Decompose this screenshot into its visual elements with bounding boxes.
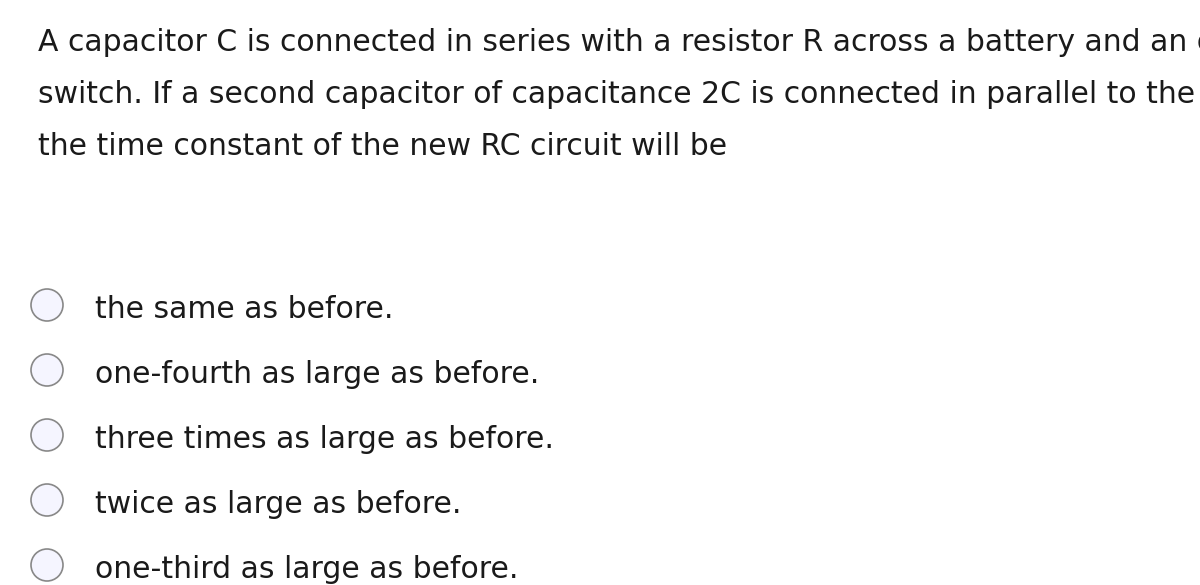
- Ellipse shape: [31, 484, 64, 516]
- Text: the same as before.: the same as before.: [95, 295, 394, 324]
- Ellipse shape: [31, 289, 64, 321]
- Ellipse shape: [31, 354, 64, 386]
- Text: three times as large as before.: three times as large as before.: [95, 425, 554, 454]
- Ellipse shape: [31, 549, 64, 581]
- Text: the time constant of the new RC circuit will be: the time constant of the new RC circuit …: [38, 132, 727, 161]
- Text: A capacitor C is connected in series with a resistor R across a battery and an o: A capacitor C is connected in series wit…: [38, 28, 1200, 57]
- Text: one-third as large as before.: one-third as large as before.: [95, 555, 518, 584]
- Text: one-fourth as large as before.: one-fourth as large as before.: [95, 360, 539, 389]
- Text: twice as large as before.: twice as large as before.: [95, 490, 462, 519]
- Text: switch. If a second capacitor of capacitance 2C is connected in parallel to the : switch. If a second capacitor of capacit…: [38, 80, 1200, 109]
- Ellipse shape: [31, 419, 64, 451]
